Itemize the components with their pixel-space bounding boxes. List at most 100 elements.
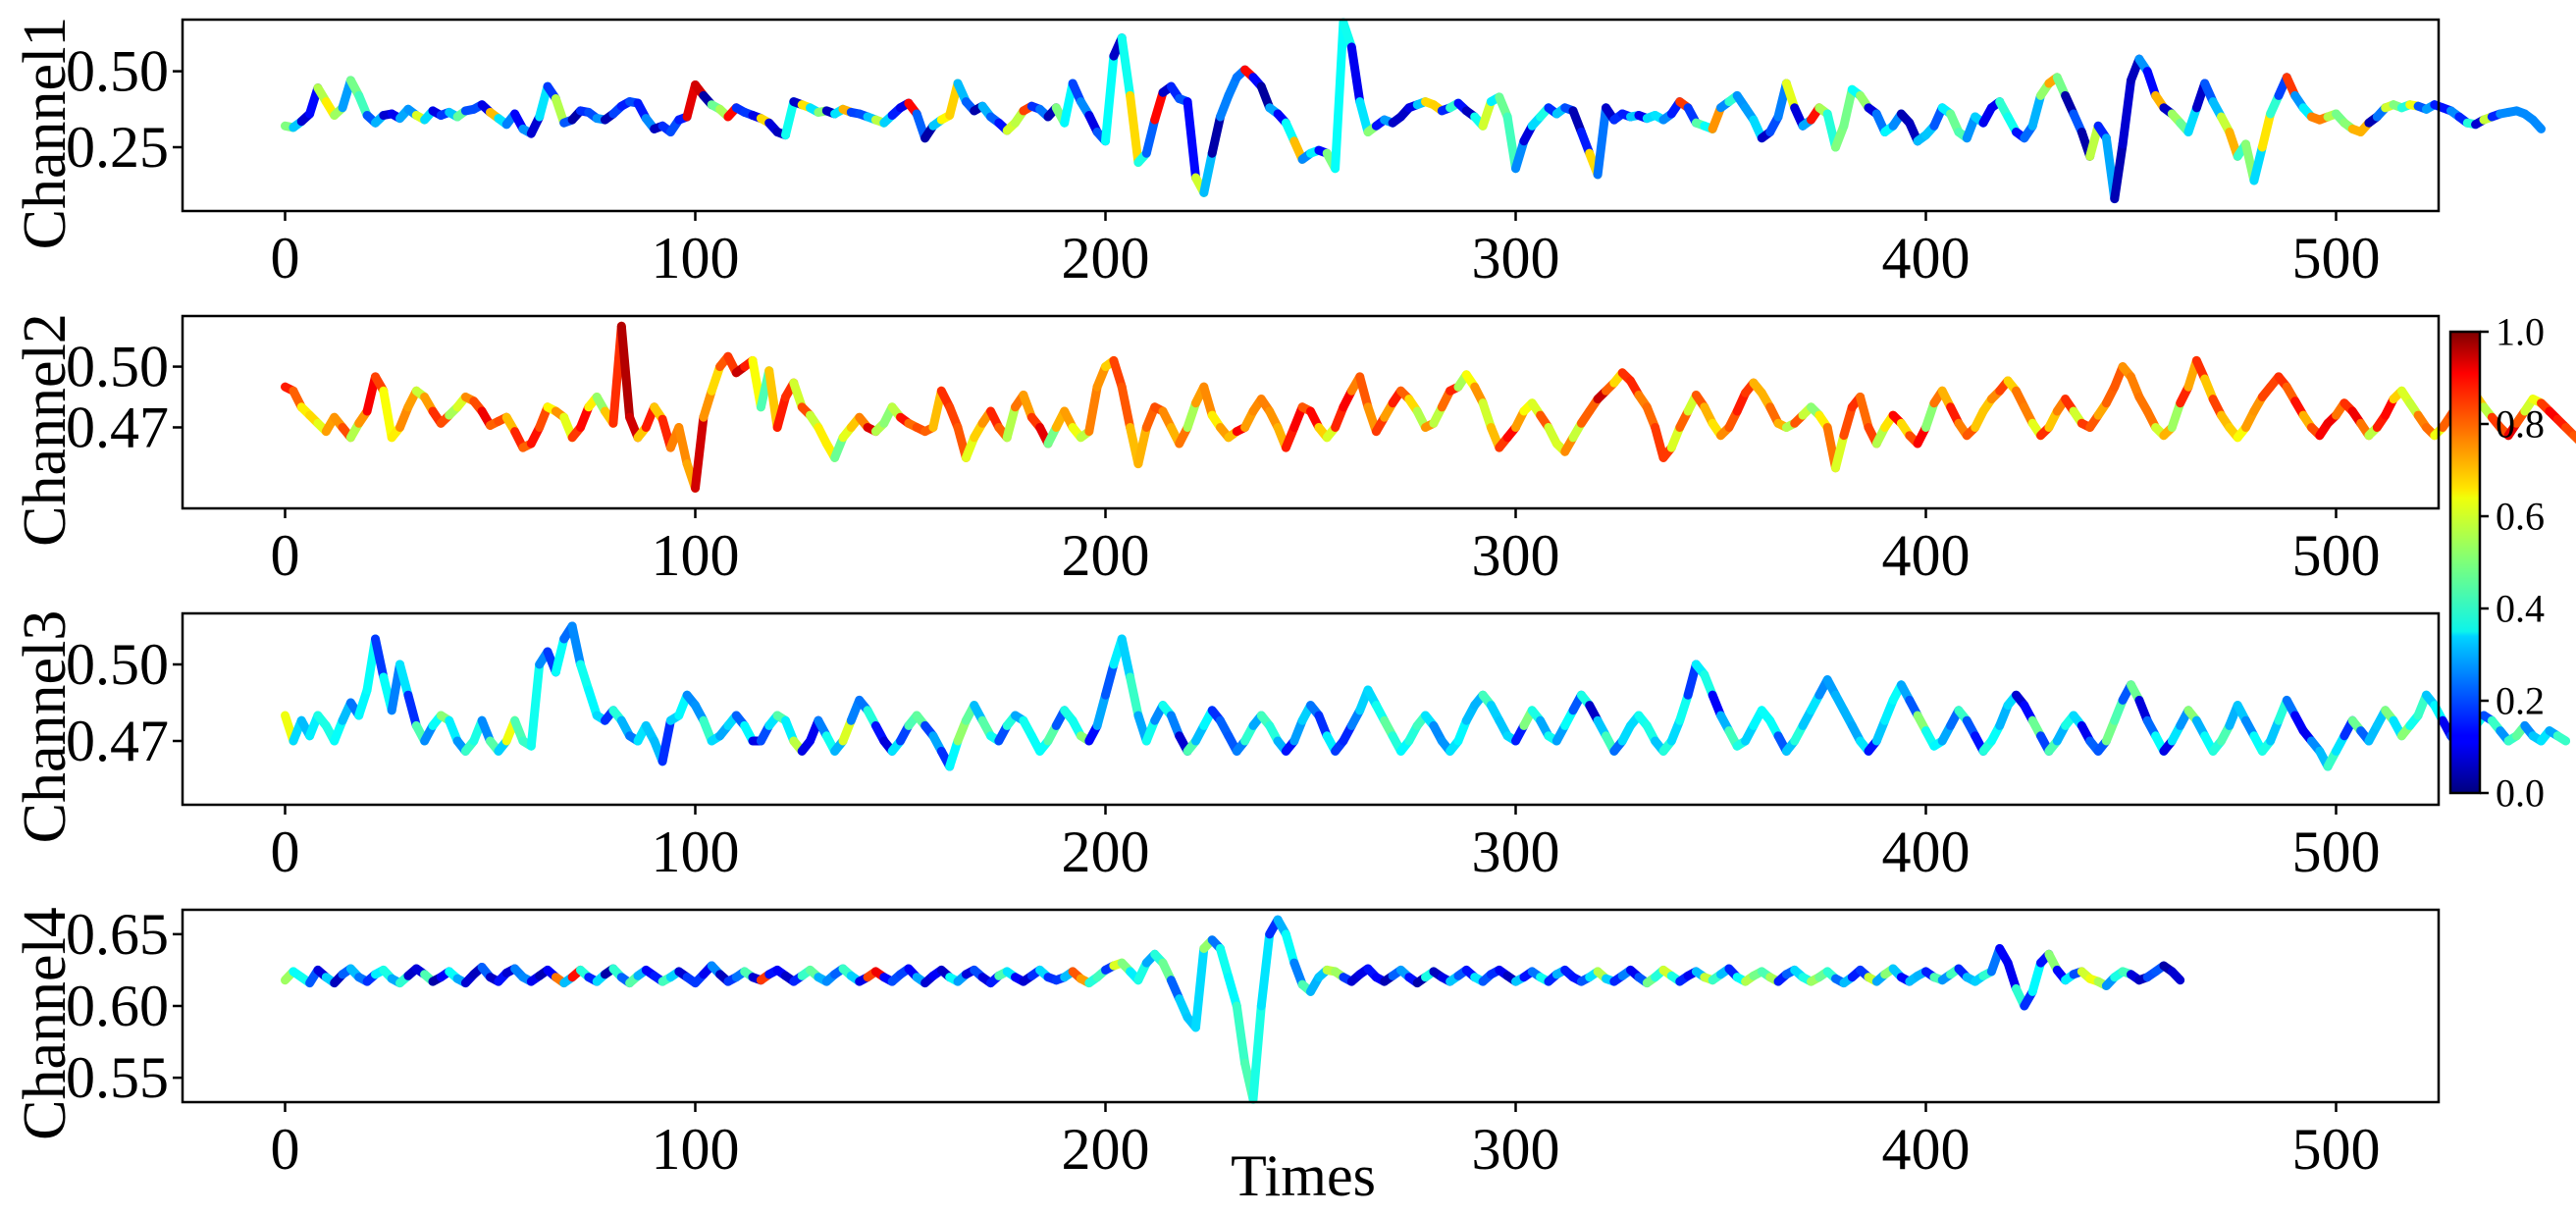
plot-frame [181, 314, 2441, 510]
plot-frame [181, 908, 2441, 1104]
channel2-series [281, 321, 2576, 493]
y-tick-label: 0.47 [66, 709, 169, 773]
colorbar-tick-label: 0.2 [2496, 679, 2545, 723]
x-tick-label: 400 [1882, 819, 1971, 884]
y-tick-label: 0.25 [66, 115, 169, 180]
channel4-series [281, 915, 2185, 1104]
line-segment [1141, 115, 1160, 158]
x-tick-label: 500 [2292, 226, 2381, 291]
line-segment [1281, 929, 1299, 968]
colorbar-tick-label: 0.0 [2496, 771, 2545, 816]
x-tick-label: 100 [652, 1117, 740, 1182]
x-tick-label: 200 [1062, 523, 1150, 588]
line-segment [2528, 115, 2546, 133]
y-tick-label: 0.47 [66, 395, 169, 459]
line-segment [616, 321, 635, 422]
x-tick-label: 0 [271, 819, 300, 884]
line-segment [1117, 382, 1135, 432]
line-segment [567, 621, 585, 669]
x-tick-label: 100 [652, 819, 740, 884]
line-segment [2027, 90, 2045, 131]
colorbar: 0.0 0.2 0.4 0.6 0.8 1.0 [2448, 310, 2545, 816]
line-segment [1133, 423, 1151, 469]
line-segment [2003, 958, 2021, 993]
line-segment [1831, 431, 1849, 473]
x-tick-label: 100 [652, 523, 740, 588]
y-tick-label: 0.65 [66, 902, 169, 967]
x-tick-label: 500 [2292, 819, 2381, 884]
line-segment [1101, 660, 1119, 700]
colorbar-tick-label: 0.8 [2496, 402, 2545, 447]
line-segment [1355, 372, 1373, 412]
line-segment [1355, 97, 1373, 136]
channel1-series [281, 18, 2546, 204]
line-segment [691, 412, 709, 493]
y-axis-title: Channel2 [12, 313, 79, 547]
line-segment [1331, 18, 1348, 174]
x-tick-label: 500 [2292, 523, 2381, 588]
line-segment [1117, 33, 1135, 100]
plot-frame [181, 18, 2441, 213]
line-segment [1593, 103, 1610, 180]
x-tick-label: 500 [2292, 1117, 2381, 1182]
line-segment [1002, 402, 1020, 443]
colorbar-tick-label: 1.0 [2496, 310, 2545, 354]
x-tick-label: 200 [1062, 819, 1150, 884]
line-segment [772, 393, 790, 432]
x-tick-label: 200 [1062, 1117, 1150, 1182]
line-segment [1346, 42, 1365, 107]
line-segment [1511, 136, 1529, 174]
line-segment [2118, 76, 2135, 149]
x-tick-label: 300 [1472, 1117, 1560, 1182]
y-tick-label: 0.60 [66, 974, 169, 1038]
y-tick-label: 0.50 [66, 39, 169, 104]
line-segment [354, 685, 372, 720]
line-segment [657, 715, 675, 766]
line-segment [1117, 634, 1135, 682]
y-tick-label: 0.55 [66, 1045, 169, 1110]
line-segment [2167, 967, 2185, 985]
x-tick-label: 300 [1472, 226, 1560, 291]
y-axis-title: Channel1 [12, 17, 79, 250]
colorbar-ticks: 0.0 0.2 0.4 0.6 0.8 1.0 [2480, 310, 2545, 816]
line-segment [945, 736, 963, 771]
y-tick-label: 0.50 [66, 335, 169, 399]
x-tick-label: 200 [1062, 226, 1150, 291]
line-segment [2569, 431, 2576, 445]
x-tick-label: 400 [1882, 523, 1971, 588]
x-axis-title: Times [1231, 1143, 1376, 1208]
line-segment [2110, 139, 2128, 204]
line-segment [584, 685, 602, 720]
y-axis-title: Channel4 [12, 907, 79, 1140]
line-segment [576, 660, 594, 695]
line-segment [1183, 97, 1200, 183]
line-segment [1256, 929, 1275, 1011]
line-segment [1248, 1001, 1266, 1104]
line-segment [2552, 731, 2571, 746]
y-tick-label: 0.50 [66, 632, 169, 697]
x-tick-label: 0 [271, 523, 300, 588]
x-tick-label: 400 [1882, 226, 1971, 291]
line-segment [1109, 355, 1127, 392]
line-segment [1675, 690, 1693, 725]
x-tick-label: 0 [271, 1117, 300, 1182]
line-segment [379, 386, 396, 443]
line-segment [674, 423, 692, 469]
line-segment [1216, 944, 1234, 982]
y-axis-title: Channel3 [12, 610, 79, 844]
line-segment [1126, 90, 1143, 167]
line-segment [526, 660, 545, 751]
line-segment [403, 690, 421, 730]
colorbar-gradient [2448, 330, 2482, 795]
line-segment [781, 97, 799, 140]
x-tick-label: 0 [271, 226, 300, 291]
line-segment [1101, 51, 1119, 146]
plot-frame [181, 611, 2441, 807]
line-segment [1191, 944, 1209, 1032]
line-segment [1839, 402, 1857, 441]
x-tick-label: 400 [1882, 1117, 1971, 1182]
line-segment [1207, 112, 1225, 158]
